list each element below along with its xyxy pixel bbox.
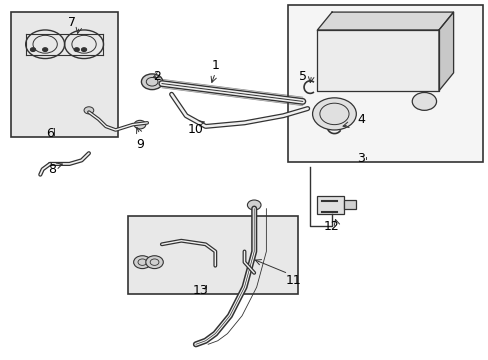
Text: 1: 1 [211, 59, 219, 72]
Circle shape [133, 256, 151, 269]
Polygon shape [317, 12, 453, 30]
Bar [344, 201, 356, 209]
Text: 4: 4 [357, 113, 365, 126]
Text: 11: 11 [285, 274, 301, 287]
Text: 5: 5 [298, 70, 306, 83]
Circle shape [145, 256, 163, 269]
Text: 9: 9 [136, 138, 143, 151]
Text: 7: 7 [68, 16, 76, 29]
Text: 12: 12 [324, 220, 339, 233]
Text: 2: 2 [153, 70, 161, 83]
Circle shape [84, 107, 94, 114]
Text: 6: 6 [46, 127, 54, 140]
FancyBboxPatch shape [11, 12, 118, 137]
Polygon shape [438, 12, 453, 91]
Circle shape [411, 93, 436, 111]
Circle shape [81, 48, 86, 51]
Circle shape [141, 74, 163, 90]
Circle shape [42, 48, 47, 51]
Text: 3: 3 [357, 152, 365, 165]
Circle shape [74, 48, 79, 51]
FancyBboxPatch shape [127, 216, 297, 294]
Bar [317, 196, 344, 214]
Text: 10: 10 [187, 123, 203, 136]
Text: 13: 13 [192, 284, 208, 297]
Circle shape [30, 48, 35, 51]
Circle shape [134, 120, 145, 129]
Polygon shape [317, 30, 438, 91]
FancyBboxPatch shape [287, 5, 482, 162]
Circle shape [247, 200, 261, 210]
Text: 8: 8 [48, 163, 56, 176]
Circle shape [312, 98, 356, 130]
